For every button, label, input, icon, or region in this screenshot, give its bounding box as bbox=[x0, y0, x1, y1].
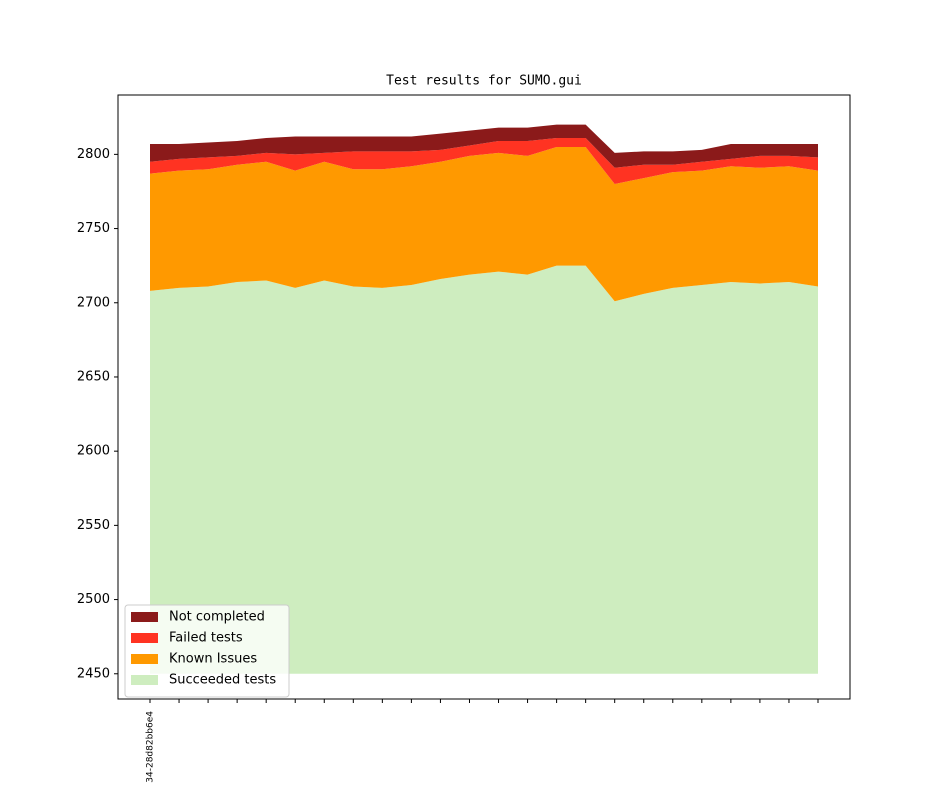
plot-area bbox=[150, 124, 818, 674]
legend-swatch bbox=[131, 633, 158, 643]
area bbox=[150, 124, 818, 168]
legend-label: Succeeded tests bbox=[169, 673, 276, 688]
chart-title: Test results for SUMO.gui bbox=[386, 74, 582, 89]
y-tick-label: 2800 bbox=[77, 147, 110, 162]
y-tick-label: 2650 bbox=[77, 369, 110, 384]
y-tick-label: 2500 bbox=[77, 592, 110, 607]
area bbox=[150, 138, 818, 185]
legend-label: Not completed bbox=[169, 610, 265, 625]
y-tick-label: 2700 bbox=[77, 295, 110, 310]
legend-swatch bbox=[131, 654, 158, 664]
legend-swatch bbox=[131, 612, 158, 622]
legend-label: Known Issues bbox=[169, 652, 257, 667]
axes-frame bbox=[117, 94, 851, 700]
y-tick-label: 2750 bbox=[77, 221, 110, 236]
legend-label: Failed tests bbox=[169, 631, 243, 646]
y-tick-label: 2550 bbox=[77, 518, 110, 533]
legend-box bbox=[124, 604, 290, 698]
legend: Not completed Failed tests Known Issues Suc… bbox=[124, 604, 290, 698]
area bbox=[150, 146, 818, 302]
area bbox=[150, 265, 818, 674]
y-tick-label: 2600 bbox=[77, 444, 110, 459]
y-tick-label: 2450 bbox=[77, 666, 110, 681]
x-tick-label: 34-28d82bb6e4 bbox=[146, 711, 156, 783]
legend-swatch bbox=[131, 675, 158, 685]
